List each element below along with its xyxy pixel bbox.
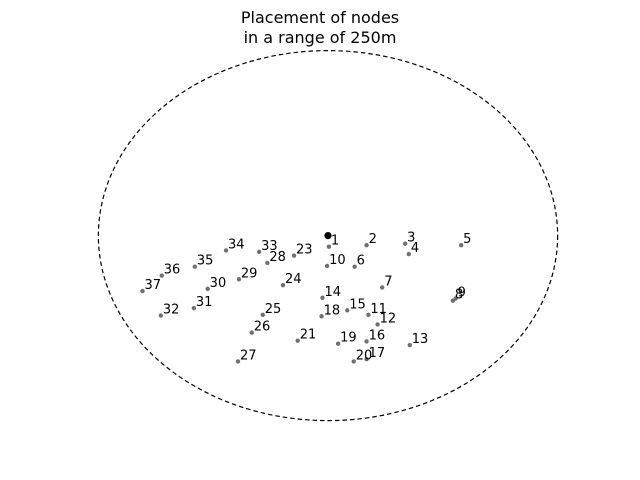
node-point-36 [159,273,164,278]
node-label-28: 28 [269,250,286,265]
node-label-1: 1 [331,234,339,249]
node-point-26 [249,330,254,335]
node-label-30: 30 [210,276,227,291]
node-label-34: 34 [228,237,245,252]
node-point-14 [320,295,325,300]
node-label-26: 26 [254,320,271,335]
node-label-20: 20 [356,348,373,363]
node-point-15 [345,308,350,313]
nodes-layer [140,241,464,364]
node-label-4: 4 [411,241,419,256]
node-label-9: 9 [458,286,466,301]
node-point-21 [295,338,300,343]
node-point-13 [407,342,412,348]
node-label-12: 12 [380,311,397,326]
node-point-37 [140,288,145,294]
node-label-17: 17 [369,346,386,361]
node-label-25: 25 [265,302,282,317]
node-point-16 [364,339,369,344]
node-label-21: 21 [300,328,317,343]
node-point-7 [379,285,385,290]
node-label-23: 23 [296,243,313,258]
node-label-2: 2 [369,232,377,247]
node-label-15: 15 [349,297,366,312]
node-point-1 [326,244,332,249]
node-point-25 [260,312,265,317]
node-point-24 [280,282,286,288]
chart-title-line-2: in a range of 250m [243,28,397,47]
node-point-19 [335,341,341,346]
node-label-16: 16 [369,328,386,343]
node-label-7: 7 [384,274,392,289]
node-label-5: 5 [463,232,471,247]
node-label-35: 35 [197,254,214,269]
node-point-31 [191,305,197,311]
node-label-13: 13 [412,332,429,347]
node-point-11 [366,312,371,317]
node-point-23 [291,253,297,258]
node-label-33: 33 [261,239,278,254]
node-point-33 [256,249,262,255]
node-label-3: 3 [407,231,415,246]
node-label-8: 8 [455,288,463,303]
chart-title-line-1: Placement of nodes [240,8,400,27]
center-node-marker [324,232,332,240]
node-point-3 [402,241,408,246]
node-label-14: 14 [324,285,341,300]
node-point-10 [324,263,330,269]
node-point-18 [319,314,324,319]
node-label-19: 19 [340,331,357,346]
node-point-32 [158,313,164,318]
node-label-6: 6 [357,254,365,269]
node-label-37: 37 [144,278,161,293]
node-point-5 [458,243,464,248]
node-point-6 [352,264,357,269]
node-point-30 [205,286,210,292]
node-point-27 [235,359,241,364]
node-point-20 [351,359,356,364]
node-label-36: 36 [164,263,181,278]
node-point-17 [364,356,369,362]
node-point-34 [223,248,229,253]
node-label-11: 11 [370,302,387,317]
node-label-18: 18 [324,303,341,318]
node-label-10: 10 [329,253,346,268]
node-point-28 [265,260,270,266]
node-label-24: 24 [285,272,302,287]
node-label-27: 27 [240,348,257,363]
node-point-9 [453,296,458,301]
node-point-4 [406,251,412,257]
range-boundary-circle [97,50,559,422]
node-labels-layer: 1 2 34567891011121314151617181920212324252… [144,231,471,364]
node-point-29 [236,277,242,282]
node-label-31: 31 [196,295,213,310]
node-point-2 [364,243,369,248]
node-label-29: 29 [241,266,258,281]
node-point-12 [375,322,380,327]
node-label-32: 32 [163,303,180,318]
node-point-35 [192,264,198,269]
